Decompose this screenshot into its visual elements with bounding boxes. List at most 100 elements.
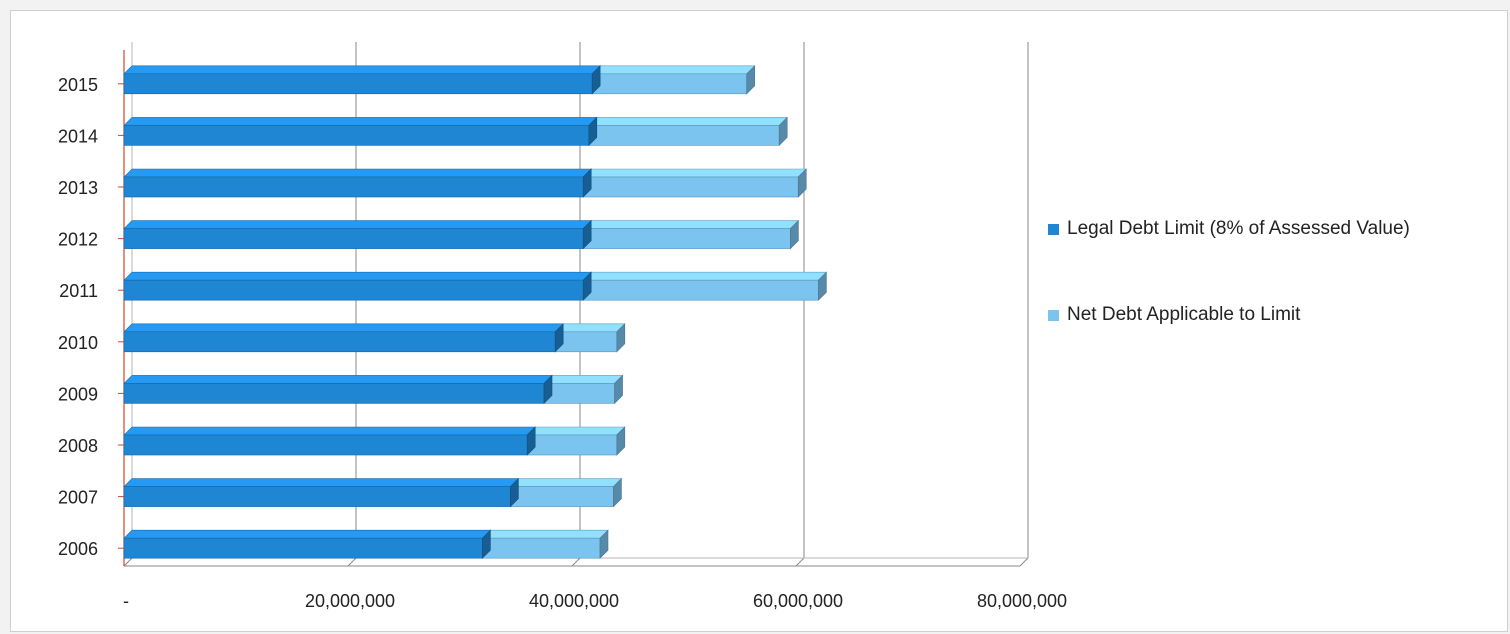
floor-tick-3 [795,557,805,567]
bar-legal-debt-limit-2007 [123,477,520,508]
bar-legal-debt-limit-2014 [123,116,598,147]
bar-net-debt-2014-front [588,125,780,146]
bar-net-debt-2015 [591,65,756,95]
y-tick-label-2011: 2011 [59,281,98,301]
y-tick-label-2008: 2008 [58,436,98,456]
y-tick-label-2010: 2010 [58,333,98,353]
bar-legal-debt-limit-2011-side [582,271,592,301]
bar-net-debt-2015-side [746,65,756,95]
bar-net-debt-2007-side [613,477,622,508]
bar-net-debt-2008-front [526,434,618,456]
bar-net-debt-2013-side [797,168,807,198]
bar-legal-debt-limit-2011 [123,271,592,301]
bar-legal-debt-limit-2015-side [591,65,601,95]
bar-legal-debt-limit-2008-top [123,426,536,436]
bar-net-debt-2012-side [790,219,799,250]
x-tick-label-1: 20,000,000 [305,591,395,611]
legend: Legal Debt Limit (8% of Assessed Value) … [1048,218,1508,390]
legend-item-net-debt: Net Debt Applicable to Limit [1048,304,1508,326]
bar-legal-debt-limit-2008 [123,426,536,456]
bar-legal-debt-limit-2012-top [123,220,592,229]
bar-net-debt-2006-side [599,529,609,559]
floor-tick-0 [123,557,133,567]
y-tick-label-2007: 2007 [58,488,98,508]
bar-legal-debt-limit-2010-top [123,323,564,333]
bar-net-debt-2010 [554,323,626,353]
bar-legal-debt-limit-2010 [123,323,564,353]
bar-legal-debt-limit-2015-top [123,65,601,75]
y-tick-label-2006: 2006 [58,539,98,559]
bar-legal-debt-limit-2013-side [582,168,592,198]
bar-legal-debt-limit-2007-side [510,477,519,508]
y-tick-label-2014: 2014 [58,126,98,146]
bar-net-debt-2009-top [543,375,624,384]
bar-legal-debt-limit-2014-front [123,125,590,146]
floor-tick-1 [347,557,357,567]
bar-net-debt-2006-front [482,537,601,559]
x-tick-label-4: 80,000,000 [977,591,1067,611]
legend-swatch-legal-debt-limit [1048,223,1059,235]
bar-net-debt-2006-top [481,529,609,539]
bar-legal-debt-limit-2006-front [123,537,483,559]
bar-legal-debt-limit-2006-side [482,529,491,559]
bar-net-debt-2010-top [554,323,626,333]
bar-net-debt-2009-front [543,383,615,404]
floor-tick-4 [1019,557,1029,567]
bar-legal-debt-limit-2010-front [123,331,556,353]
bar-legal-debt-limit-2009 [123,374,553,405]
bar-legal-debt-limit-2006-top [123,529,492,539]
bar-net-debt-2007-front [510,486,614,507]
y-tick-label-2012: 2012 [58,230,98,250]
bar-net-debt-2010-front [554,331,618,353]
bar-net-debt-2011 [582,271,828,301]
legend-label-legal-debt-limit: Legal Debt Limit (8% of Assessed Value) [1067,218,1410,239]
bar-legal-debt-limit-2007-front [123,486,511,507]
bar-net-debt-2011-top [582,271,828,281]
bar-legal-debt-limit-2009-side [543,374,553,405]
bars [123,65,828,559]
bar-net-debt-2012 [582,219,800,250]
bar-legal-debt-limit-2014-side [588,116,598,147]
bar-net-debt-2009-side [614,374,623,405]
bar-net-debt-2013 [582,168,807,198]
bar-net-debt-2011-front [582,279,819,301]
x-tick-label-2: 40,000,000 [529,591,619,611]
bar-legal-debt-limit-2014-top [123,117,598,126]
bar-legal-debt-limit-2009-top [123,375,553,384]
bar-net-debt-2008-side [616,426,626,456]
y-tick-label-2013: 2013 [58,178,98,198]
bar-net-debt-2006 [481,529,609,559]
bar-net-debt-2007 [509,477,623,508]
bar-net-debt-2008-top [526,426,626,436]
bar-legal-debt-limit-2008-front [123,434,528,456]
bar-net-debt-2013-front [582,176,799,198]
bar-legal-debt-limit-2013-top [123,168,592,178]
x-tick-label-3: 60,000,000 [753,591,843,611]
bar-legal-debt-limit-2013-front [123,176,584,198]
bar-legal-debt-limit-2011-front [123,279,584,301]
bar-legal-debt-limit-2012-side [582,219,592,250]
bar-legal-debt-limit-2010-side [554,323,564,353]
bar-legal-debt-limit-2006 [123,529,492,559]
y-tick-label-2015: 2015 [58,75,98,95]
bar-net-debt-2008 [526,426,626,456]
bar-net-debt-2013-top [582,168,807,178]
floor-tick-2 [571,557,581,567]
bar-net-debt-2015-top [591,65,756,75]
bar-legal-debt-limit-2009-front [123,383,545,404]
chart-frame [10,10,1508,632]
bar-net-debt-2009 [543,374,624,405]
bar-legal-debt-limit-2015-front [123,73,593,95]
legend-item-legal-debt-limit: Legal Debt Limit (8% of Assessed Value) [1048,218,1508,240]
bar-legal-debt-limit-2011-top [123,271,592,281]
bar-net-debt-2014 [588,116,788,147]
legend-swatch-net-debt [1048,309,1059,321]
bar-net-debt-2011-side [818,271,827,301]
bar-legal-debt-limit-2012-front [123,228,584,249]
bar-net-debt-2014-top [588,117,788,126]
x-tick-label-0: - [123,591,129,611]
bar-legal-debt-limit-2008-side [526,426,536,456]
tick-labels: 2015 2014 2013 2012 2011 2010 2009 2008 2007 2006… [58,75,1067,611]
y-tick-label-2009: 2009 [58,384,98,404]
